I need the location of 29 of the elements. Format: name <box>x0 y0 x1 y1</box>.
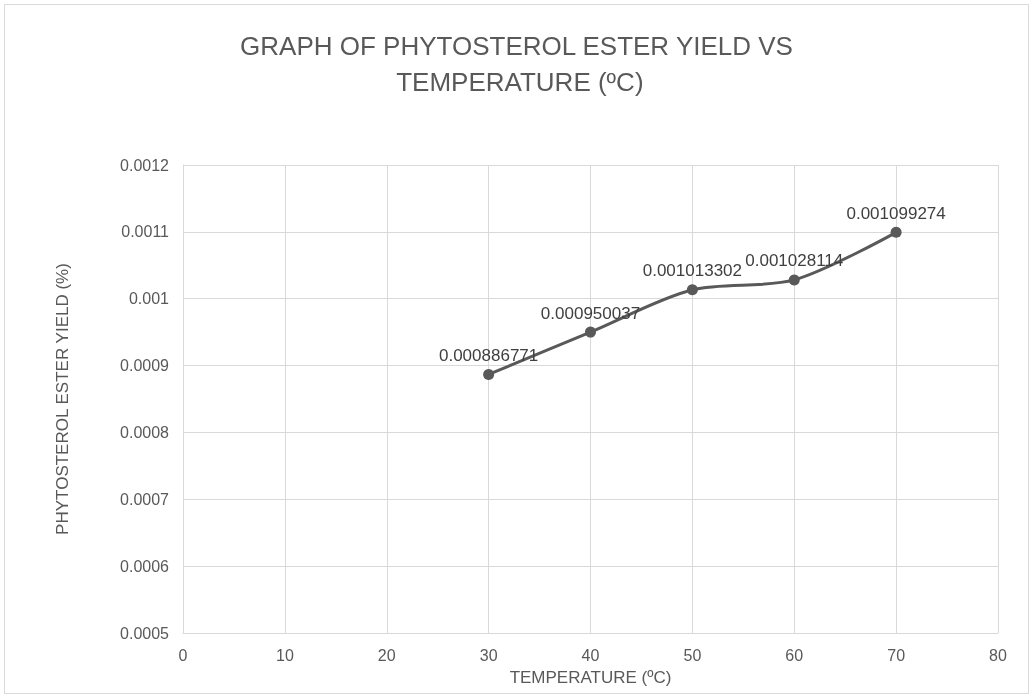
data-label: 0.000886771 <box>438 345 539 365</box>
y-tick-label: 0.0008 <box>120 423 170 441</box>
chart-title: GRAPH OF PHYTOSTEROL ESTER YIELD VS TEMPERATURE (ºC) <box>240 31 793 97</box>
data-label: 0.001013302 <box>642 261 743 281</box>
data-label: 0.001028114 <box>745 251 844 271</box>
x-tick-label: 20 <box>377 646 396 664</box>
point <box>483 368 495 380</box>
x-tick-label: 30 <box>479 646 498 664</box>
y-tick-label: 0.0005 <box>120 624 170 642</box>
x-tick-label: 50 <box>683 646 702 664</box>
y-tick-label: 0.001 <box>128 290 170 308</box>
y-tick-label: 0.0012 <box>120 156 170 174</box>
x-tick-label: 0 <box>178 646 188 664</box>
x-tick-label: 60 <box>785 646 804 664</box>
x-tick-label: 80 <box>989 646 1007 664</box>
point <box>686 284 698 296</box>
point <box>788 274 800 286</box>
y-tick-label: 0.0009 <box>120 357 170 375</box>
x-tick-label: 10 <box>275 646 294 664</box>
x-tick-label: 40 <box>581 646 600 664</box>
y-tick-label: 0.0011 <box>121 223 170 241</box>
y-tick-label: 0.0006 <box>120 557 170 575</box>
x-tick-label: 70 <box>887 646 906 664</box>
x-axis-title: TEMPERATURE (ºC) <box>509 668 672 687</box>
point <box>585 326 596 338</box>
y-axis-title: PHYTOSTEROL ESTER YIELD (%) <box>53 263 72 535</box>
y-tick-label: 0.0007 <box>120 490 170 508</box>
data-label: 0.001099274 <box>846 203 946 223</box>
point <box>890 226 902 238</box>
